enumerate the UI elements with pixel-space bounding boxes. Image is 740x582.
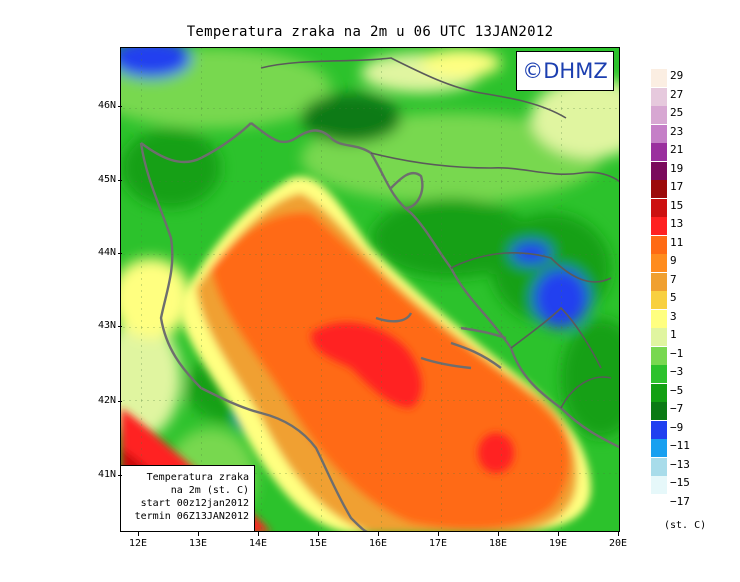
legend-tick-label: −15 — [670, 476, 690, 489]
lat-label-42n: 42N — [86, 395, 122, 406]
legend-tick-label: 21 — [670, 143, 684, 156]
map-title: Temperatura zraka na 2m u 06 UTC 13JAN20… — [186, 24, 554, 40]
legend-swatch — [651, 235, 667, 254]
lat-label-43n: 43N — [86, 320, 122, 331]
legend-swatch — [651, 254, 667, 272]
legend-tick-label: 7 — [670, 272, 677, 286]
lat-label-41n: 41N — [86, 469, 122, 480]
legend-tick-label: 27 — [670, 87, 684, 101]
temperature-map — [120, 47, 620, 532]
run-info-box: Temperatura zraka na 2m (st. C) start 00… — [120, 465, 255, 532]
info-line-4: termin 06Z13JAN2012 — [134, 511, 249, 522]
lon-label-19e: 19E — [538, 532, 578, 549]
legend-swatch — [651, 69, 667, 87]
lon-label-18e: 18E — [478, 532, 518, 549]
lon-label-13e: 13E — [178, 532, 218, 549]
legend-swatch — [651, 143, 667, 161]
legend-swatch — [651, 476, 667, 494]
temperature-field — [121, 48, 619, 531]
lon-label-20e: 20E — [598, 532, 638, 549]
legend-swatch — [651, 272, 667, 291]
lon-label-12e: 12E — [118, 532, 158, 549]
legend-tick-label: −7 — [670, 402, 684, 415]
legend-tick-label: 11 — [670, 235, 684, 249]
legend-swatch — [651, 383, 667, 402]
legend-swatch — [651, 365, 667, 383]
legend-swatch — [651, 87, 667, 106]
legend-swatch — [651, 198, 667, 217]
legend-tick-label: 19 — [670, 161, 684, 175]
legend-tick-label: 25 — [670, 106, 684, 119]
legend-swatch — [651, 402, 667, 420]
legend-swatch — [651, 457, 667, 476]
legend-swatch — [651, 439, 667, 457]
lon-label-14e: 14E — [238, 532, 278, 549]
legend-tick-label: −13 — [670, 457, 690, 471]
info-line-1: Temperatura zraka — [146, 472, 249, 483]
legend-swatch — [651, 161, 667, 180]
legend-swatch — [651, 217, 667, 235]
legend-swatch — [651, 346, 667, 365]
legend-tick-label: 1 — [670, 328, 677, 341]
legend-tick-label: −1 — [670, 346, 684, 360]
legend-tick-label: −17 — [670, 494, 690, 508]
legend-tick-label: 13 — [670, 217, 684, 230]
legend-tick-label: 23 — [670, 124, 684, 138]
lon-label-17e: 17E — [418, 532, 458, 549]
legend-tick-label: 29 — [670, 69, 684, 82]
lon-label-15e: 15E — [298, 532, 338, 549]
legend-tick-label: 3 — [670, 309, 677, 323]
legend-swatch — [651, 328, 667, 346]
legend-swatch — [651, 291, 667, 309]
legend-swatch — [651, 180, 667, 198]
legend-tick-label: 15 — [670, 198, 684, 212]
lat-label-44n: 44N — [86, 247, 122, 258]
legend-tick-label: −5 — [670, 383, 684, 397]
legend-swatch — [651, 124, 667, 143]
lon-label-16e: 16E — [358, 532, 398, 549]
legend-tick-label: 5 — [670, 291, 677, 304]
legend-tick-label: −9 — [670, 420, 684, 434]
legend-swatch — [651, 309, 667, 328]
dhmz-logo: ©DHMZ — [516, 51, 614, 91]
legend-swatch — [651, 420, 667, 439]
info-line-2: na 2m (st. C) — [170, 485, 249, 496]
legend-swatch — [651, 494, 667, 513]
lat-label-45n: 45N — [86, 174, 122, 185]
info-line-3: start 00z12jan2012 — [140, 498, 249, 509]
legend-swatch — [651, 106, 667, 124]
lat-label-46n: 46N — [86, 100, 122, 111]
legend-tick-label: −11 — [670, 439, 690, 452]
legend-tick-label: 9 — [670, 254, 677, 267]
legend-tick-label: −3 — [670, 365, 684, 378]
legend-unit: (st. C) — [664, 520, 707, 531]
legend-tick-label: 17 — [670, 180, 684, 193]
